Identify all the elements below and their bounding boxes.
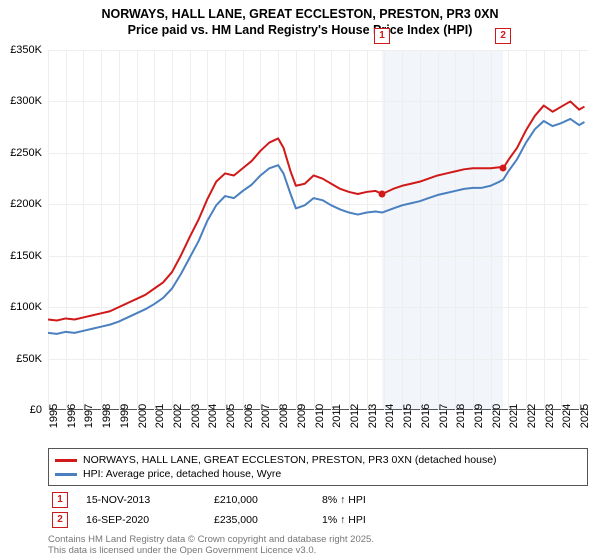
- x-tick-label: 1997: [83, 404, 95, 428]
- y-tick-label: £200K: [0, 198, 42, 210]
- y-tick-label: £100K: [0, 301, 42, 313]
- x-tick-label: 2022: [526, 404, 538, 428]
- sale-row: 1 15-NOV-2013 £210,000 8% ↑ HPI: [48, 490, 588, 510]
- footer-line1: Contains HM Land Registry data © Crown c…: [48, 534, 588, 545]
- legend-label-property: NORWAYS, HALL LANE, GREAT ECCLESTON, PRE…: [83, 454, 497, 466]
- y-tick-label: £0: [0, 404, 42, 416]
- x-tick-label: 2008: [278, 404, 290, 428]
- chart-plot-area: £0£50K£100K£150K£200K£250K£300K£350K1995…: [48, 50, 588, 410]
- sale-date-2: 16-SEP-2020: [86, 514, 196, 526]
- series-property: [48, 101, 584, 320]
- x-tick-label: 2024: [561, 404, 573, 428]
- x-tick-label: 2020: [491, 404, 503, 428]
- x-tick-label: 2010: [314, 404, 326, 428]
- x-tick-label: 2002: [172, 404, 184, 428]
- x-tick-label: 2006: [243, 404, 255, 428]
- sale-date-1: 15-NOV-2013: [86, 494, 196, 506]
- sale-marker-box: 2: [495, 28, 511, 44]
- x-tick-label: 2005: [225, 404, 237, 428]
- sale-delta-1: 8% ↑ HPI: [322, 494, 366, 506]
- x-tick-label: 2025: [579, 404, 591, 428]
- x-tick-label: 2013: [367, 404, 379, 428]
- legend-and-footer: NORWAYS, HALL LANE, GREAT ECCLESTON, PRE…: [48, 448, 588, 556]
- x-tick-label: 2019: [473, 404, 485, 428]
- sale-point-dot: [500, 165, 507, 172]
- footer-line2: This data is licensed under the Open Gov…: [48, 545, 588, 556]
- footer: Contains HM Land Registry data © Crown c…: [48, 530, 588, 556]
- chart-svg: [48, 50, 588, 410]
- legend-box: NORWAYS, HALL LANE, GREAT ECCLESTON, PRE…: [48, 448, 588, 486]
- x-tick-label: 2004: [207, 404, 219, 428]
- title-line1: NORWAYS, HALL LANE, GREAT ECCLESTON, PRE…: [0, 6, 600, 22]
- y-tick-label: £150K: [0, 250, 42, 262]
- legend-row-hpi: HPI: Average price, detached house, Wyre: [55, 467, 581, 481]
- y-tick-label: £250K: [0, 147, 42, 159]
- sale-row: 2 16-SEP-2020 £235,000 1% ↑ HPI: [48, 510, 588, 530]
- sale-price-2: £235,000: [214, 514, 304, 526]
- x-tick-label: 2011: [331, 404, 343, 428]
- x-tick-label: 1996: [66, 404, 78, 428]
- x-tick-label: 1998: [101, 404, 113, 428]
- x-tick-label: 2021: [508, 404, 520, 428]
- legend-row-property: NORWAYS, HALL LANE, GREAT ECCLESTON, PRE…: [55, 453, 581, 467]
- sale-delta-2: 1% ↑ HPI: [322, 514, 366, 526]
- x-tick-label: 2007: [260, 404, 272, 428]
- x-tick-label: 2000: [137, 404, 149, 428]
- x-tick-label: 2012: [349, 404, 361, 428]
- x-tick-label: 2003: [190, 404, 202, 428]
- sale-marker-1: 1: [52, 492, 68, 508]
- sale-price-1: £210,000: [214, 494, 304, 506]
- sale-marker-2: 2: [52, 512, 68, 528]
- legend-swatch-hpi: [55, 473, 77, 476]
- x-tick-label: 2009: [296, 404, 308, 428]
- x-tick-label: 1995: [48, 404, 60, 428]
- x-tick-label: 2018: [455, 404, 467, 428]
- x-tick-label: 2023: [544, 404, 556, 428]
- x-tick-label: 1999: [119, 404, 131, 428]
- sale-point-dot: [379, 191, 386, 198]
- y-tick-label: £50K: [0, 353, 42, 365]
- legend-label-hpi: HPI: Average price, detached house, Wyre: [83, 468, 281, 480]
- x-tick-label: 2016: [420, 404, 432, 428]
- x-tick-label: 2015: [402, 404, 414, 428]
- legend-swatch-property: [55, 459, 77, 462]
- x-tick-label: 2014: [384, 404, 396, 428]
- y-tick-label: £300K: [0, 95, 42, 107]
- x-tick-label: 2001: [154, 404, 166, 428]
- y-tick-label: £350K: [0, 44, 42, 56]
- x-tick-label: 2017: [438, 404, 450, 428]
- sale-marker-box: 1: [374, 28, 390, 44]
